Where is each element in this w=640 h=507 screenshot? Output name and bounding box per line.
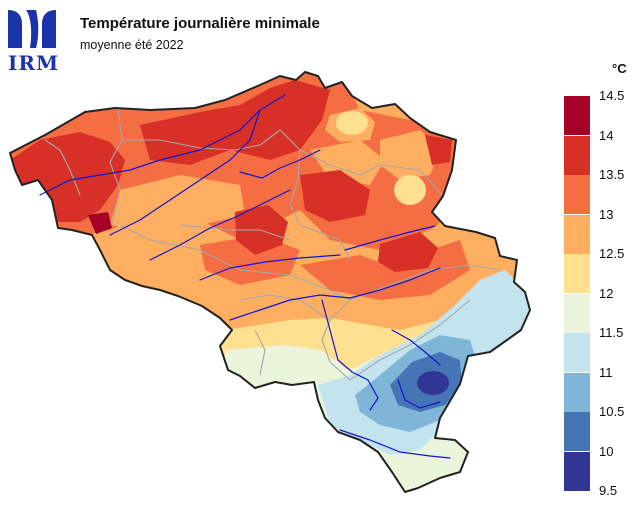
legend-tick-label: 14: [599, 127, 614, 143]
legend-tick-label: 11.5: [599, 325, 624, 340]
legend-tick-label: 13.5: [599, 167, 625, 182]
legend-tick-label: 10: [599, 443, 614, 459]
map-title: Température journalière minimale: [80, 15, 320, 32]
legend-swatch: [564, 254, 590, 293]
legend-tick-label: 12: [599, 285, 614, 301]
legend-swatch: [564, 214, 590, 254]
legend-swatch: [564, 451, 590, 491]
map-subtitle: moyenne été 2022: [80, 38, 184, 52]
legend-swatch: [564, 333, 590, 372]
legend-swatch: [564, 135, 590, 175]
legend-swatch: [564, 293, 590, 333]
irm-logo: IRM: [6, 8, 58, 74]
legend-tick-label: 12.5: [599, 246, 625, 261]
legend-tick-label: 13: [599, 206, 614, 222]
legend-swatch: [564, 372, 590, 412]
legend-tick-label: 14.5: [599, 88, 625, 103]
legend-tick-label: 9.5: [599, 483, 618, 498]
legend-tick-label: 10.5: [599, 404, 625, 419]
belgium-temperature-map: [9, 71, 531, 493]
logo-text: IRM: [8, 51, 60, 75]
legend-tick-label: 11: [599, 364, 613, 380]
legend-swatch: [564, 96, 590, 135]
legend-swatch: [564, 175, 590, 214]
legend-unit: °C: [612, 61, 627, 76]
irm-logo-mark-icon: [8, 10, 56, 48]
color-legend: 14.5 14 13.5 13 12.5 12 11.5 11 10.5 10 9.5: [564, 89, 634, 498]
legend-swatch: [564, 412, 590, 451]
